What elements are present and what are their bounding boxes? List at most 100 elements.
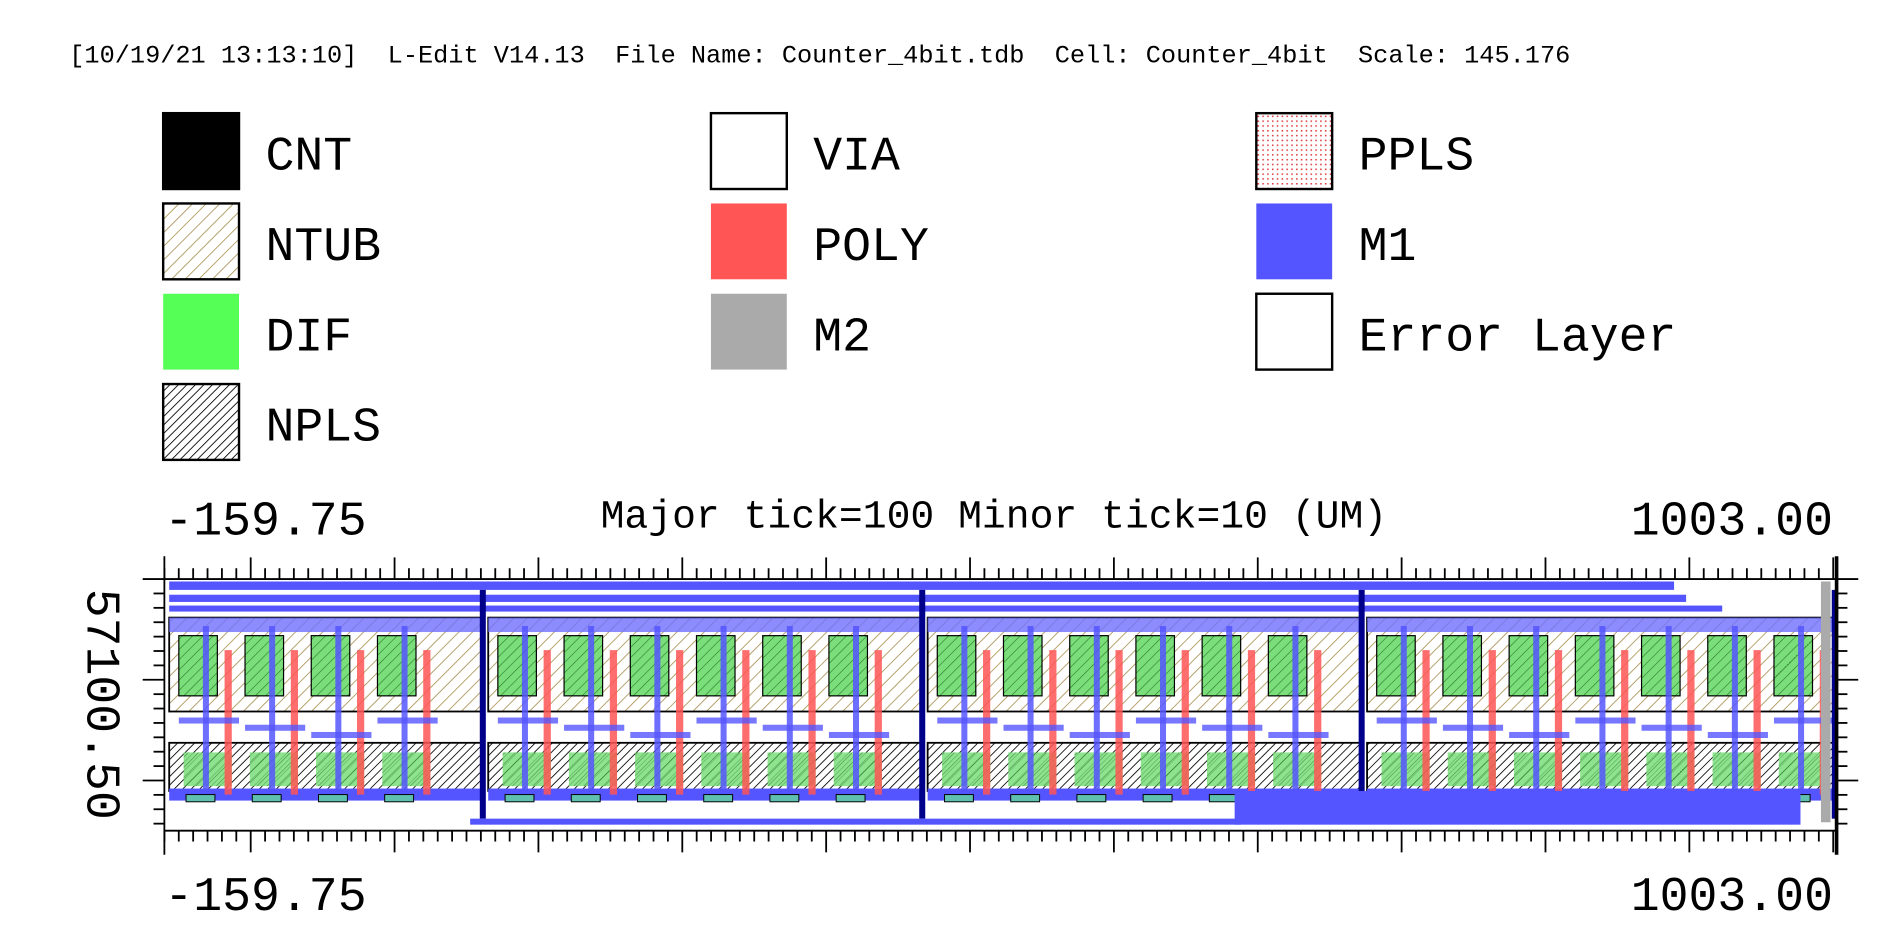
legend-label: DIF <box>266 311 353 365</box>
axis-label: 1003.00 <box>1631 496 1833 550</box>
layout-shape <box>704 795 733 802</box>
layout-shape <box>1136 718 1196 724</box>
layout-shape <box>498 636 537 696</box>
layout-shape <box>377 636 416 696</box>
layout-shape <box>179 718 239 724</box>
layout-shape <box>169 581 1674 589</box>
layout-shape <box>498 718 558 724</box>
layout-shape <box>269 626 275 795</box>
layout-shape <box>1642 725 1702 731</box>
legend-swatch <box>1256 294 1332 370</box>
layout-shape <box>829 636 868 696</box>
layout-shape <box>808 650 815 794</box>
layout-shape <box>169 618 484 632</box>
layout-shape <box>311 636 350 696</box>
layout-shape <box>919 590 925 819</box>
layout-shape <box>1754 650 1761 794</box>
layout-shape <box>1599 626 1605 795</box>
layout-shape <box>1774 636 1813 696</box>
layout-shape <box>630 636 669 696</box>
legend-swatch <box>163 384 239 460</box>
layout-shape <box>1292 626 1298 795</box>
layout-shape <box>179 636 218 696</box>
layout-shape <box>1489 650 1496 794</box>
layout-shape <box>1160 626 1166 795</box>
layout-shape <box>385 795 414 802</box>
layout-shape <box>169 606 1722 612</box>
layout-shape <box>836 795 865 802</box>
layout-shape <box>1003 636 1042 696</box>
layout-shape <box>1377 636 1416 696</box>
layout-shape <box>1575 636 1614 696</box>
layout-shape <box>1202 636 1241 696</box>
layout-shape <box>1666 626 1672 795</box>
layout-shape <box>610 650 617 794</box>
layout-shape <box>1003 725 1063 731</box>
layout-shape <box>470 819 1240 825</box>
layout-shape <box>522 626 528 795</box>
layout-shape <box>505 795 534 802</box>
layout-plot: [10/19/21 13:13:10] L-Edit V14.13 File N… <box>0 0 1889 927</box>
layout-shape <box>357 650 364 794</box>
legend-label: POLY <box>813 221 929 275</box>
layout-shape <box>1509 636 1548 696</box>
layout-shape <box>1070 636 1109 696</box>
layout-shape <box>696 718 756 724</box>
legend-swatch <box>1256 203 1332 279</box>
legend-label: M2 <box>813 311 871 365</box>
axis-label: 1003.00 <box>1631 871 1833 925</box>
layout-shape <box>937 718 997 724</box>
layout-shape <box>1115 650 1122 794</box>
layout <box>169 581 1838 824</box>
layout-shape <box>1235 791 1801 825</box>
layout-shape <box>1359 590 1365 819</box>
layout-shape <box>1708 636 1747 696</box>
layout-shape <box>1077 795 1106 802</box>
layout-shape <box>1443 725 1503 731</box>
layout-shape <box>588 626 594 795</box>
layout-shape <box>1011 795 1040 802</box>
layout-shape <box>1708 732 1768 738</box>
axis-label: -159.75 <box>164 496 366 550</box>
header: [10/19/21 13:13:10] L-Edit V14.13 File N… <box>69 42 1570 71</box>
layout-shape <box>1467 626 1473 795</box>
layout-shape <box>1049 650 1056 794</box>
layout-shape <box>480 590 486 819</box>
layout-shape <box>1732 626 1738 795</box>
page: {"header": "[10/19/21 13:13:10] L-Edit V… <box>0 0 1889 927</box>
layout-shape <box>676 650 683 794</box>
layout-shape <box>1533 626 1539 795</box>
layout-shape <box>1509 732 1569 738</box>
layout-shape <box>875 650 882 794</box>
layout-shape <box>721 626 727 795</box>
layout-shape <box>1443 636 1482 696</box>
layout-shape <box>245 725 305 731</box>
layout-shape <box>311 732 371 738</box>
layout-shape <box>1687 650 1694 794</box>
layout-shape <box>1248 650 1255 794</box>
legend-label: Error Layer <box>1359 311 1677 365</box>
layout-shape <box>1136 636 1175 696</box>
layout-shape <box>1642 636 1681 696</box>
legend-label: VIA <box>813 131 900 185</box>
layout-shape <box>1268 636 1307 696</box>
layout-shape <box>770 795 799 802</box>
layout-shape <box>638 795 667 802</box>
legend-swatch <box>1256 113 1332 189</box>
layout-shape <box>564 636 603 696</box>
legend-label: PPLS <box>1359 131 1475 185</box>
layout-shape <box>630 732 690 738</box>
layout-shape <box>245 636 284 696</box>
layout-shape <box>377 718 437 724</box>
layout-shape <box>1314 650 1321 794</box>
legend-swatch <box>711 113 787 189</box>
layout-shape <box>1821 581 1831 822</box>
legend-swatch <box>711 294 787 370</box>
layout-shape <box>318 795 347 802</box>
layout-shape <box>763 725 823 731</box>
layout-shape <box>961 626 967 795</box>
axis-label: -159.75 <box>164 871 366 925</box>
legend-label: NTUB <box>266 221 382 275</box>
layout-shape <box>1377 718 1437 724</box>
legend-swatch <box>711 203 787 279</box>
